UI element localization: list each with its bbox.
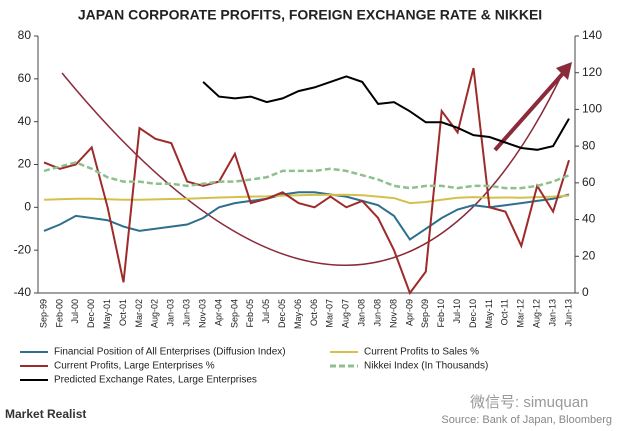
x-tick-label: Aug-07 <box>341 299 351 328</box>
x-tick-label: May-01 <box>102 299 112 329</box>
x-tick-label: Oct-01 <box>118 299 128 326</box>
y2-tick-label: 140 <box>582 28 602 42</box>
x-tick-label: Mar-02 <box>134 299 144 328</box>
legend-label: Nikkei Index (In Thousands) <box>364 361 488 372</box>
x-tick-label: Feb-00 <box>54 299 64 328</box>
x-tick-label: Oct-06 <box>309 299 319 326</box>
y2-tick-label: 0 <box>582 285 589 299</box>
x-tick-label: Dec-05 <box>277 299 287 328</box>
trend-arrow <box>493 68 568 152</box>
x-tick-label: Mar-12 <box>516 299 526 328</box>
chart-title: JAPAN CORPORATE PROFITS, FOREIGN EXCHANG… <box>78 7 542 23</box>
x-tick-label: Aug-02 <box>150 299 160 328</box>
legend-label: Current Profits to Sales % <box>364 347 479 358</box>
series-line <box>43 67 570 296</box>
x-tick-label: Jun-03 <box>182 299 192 327</box>
legend-label: Predicted Exchange Rates, Large Enterpri… <box>54 375 257 386</box>
x-tick-label: May-11 <box>484 299 494 328</box>
x-tick-label: Apr-09 <box>404 299 414 326</box>
x-tick-label: Feb-05 <box>245 299 255 328</box>
y2-tick-label: 40 <box>582 212 596 226</box>
legend-label: Current Profits, Large Enterprises % <box>54 361 215 372</box>
x-tick-label: Jul-05 <box>261 299 271 324</box>
y-tick-label: -20 <box>14 242 32 256</box>
y2-tick-label: 120 <box>582 65 602 79</box>
x-tick-label: Apr-04 <box>213 299 223 326</box>
x-tick-label: Jan-03 <box>166 299 176 327</box>
x-tick-label: Sep-04 <box>229 299 239 328</box>
y2-tick-label: 80 <box>582 138 596 152</box>
watermark: 微信号: simuquan <box>470 394 588 411</box>
series-line <box>43 191 570 241</box>
y-tick-label: -40 <box>14 285 32 299</box>
x-tick-label: Jul-00 <box>70 299 80 324</box>
x-tick-label: Jul-10 <box>452 299 462 324</box>
legend-label: Financial Position of All Enterprises (D… <box>54 347 286 358</box>
x-tick-label: May-06 <box>293 299 303 329</box>
x-tick-label: Feb-10 <box>436 299 446 328</box>
trend-curve <box>61 67 566 266</box>
x-tick-label: Jun-13 <box>563 299 573 327</box>
y-tick-label: 0 <box>24 200 31 214</box>
x-tick-label: Sep-99 <box>38 299 48 328</box>
x-tick-label: Dec-10 <box>468 299 478 328</box>
y2-tick-label: 100 <box>582 102 602 116</box>
brand: Market Realist <box>5 407 86 421</box>
x-tick-label: Dec-00 <box>86 299 96 328</box>
x-tick-label: Jan-13 <box>547 299 557 327</box>
series-line <box>202 75 570 151</box>
series-line <box>43 161 570 190</box>
x-tick-label: Oct-11 <box>500 299 510 325</box>
y-tick-label: 60 <box>18 71 32 85</box>
y-tick-label: 20 <box>18 157 32 171</box>
y-tick-label: 80 <box>18 28 32 42</box>
x-tick-label: Nov-03 <box>197 299 207 328</box>
y2-tick-label: 20 <box>582 248 596 262</box>
x-tick-label: Mar-07 <box>325 299 335 328</box>
y2-tick-label: 60 <box>582 175 596 189</box>
y-tick-label: 40 <box>18 114 32 128</box>
source: Source: Bank of Japan, Bloomberg <box>441 414 612 426</box>
x-tick-label: Jun-08 <box>372 299 382 327</box>
series-line <box>43 193 570 205</box>
x-tick-label: Nov-08 <box>388 299 398 328</box>
arrow-head <box>556 62 572 80</box>
x-tick-label: Sep-09 <box>420 299 430 328</box>
x-tick-label: Jan-08 <box>357 299 367 327</box>
x-tick-label: Aug-12 <box>532 299 542 328</box>
